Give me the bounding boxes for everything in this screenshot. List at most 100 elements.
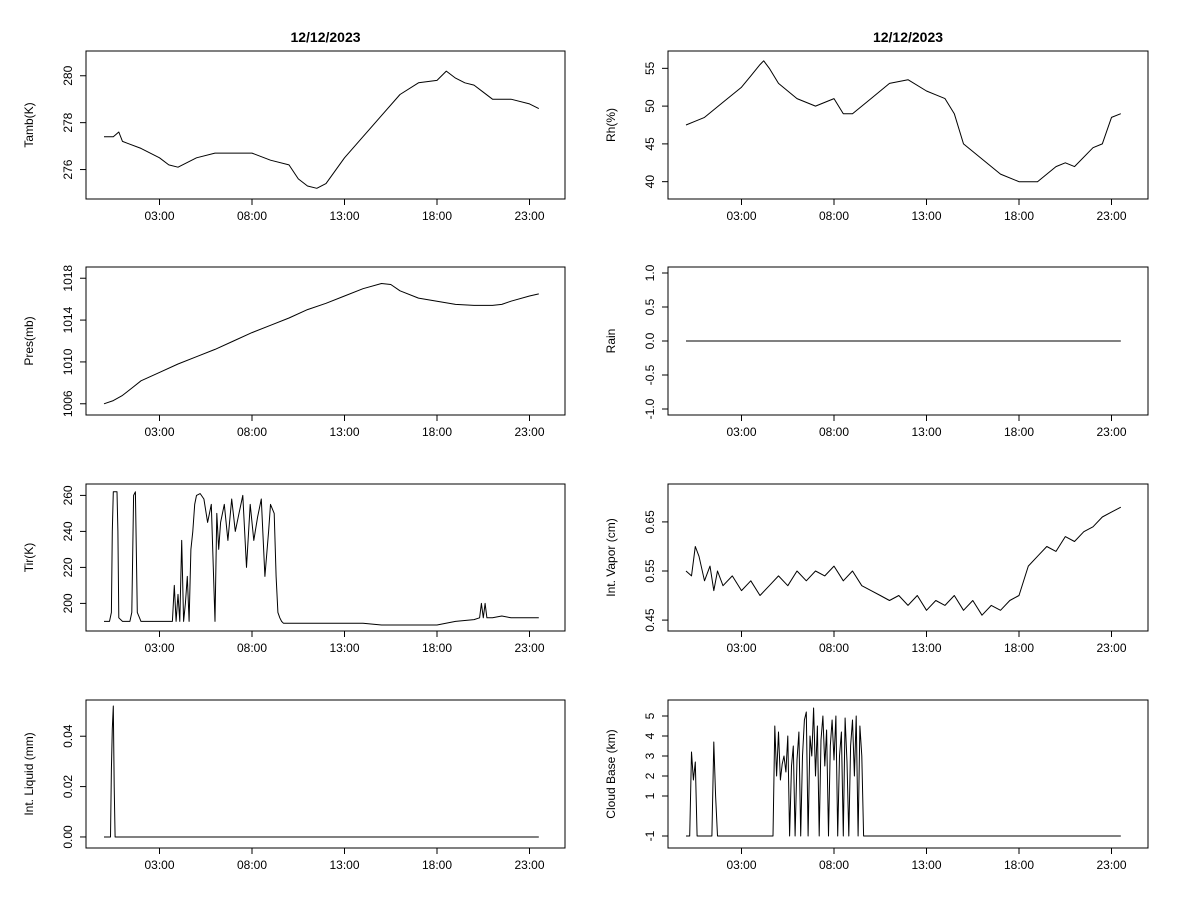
y-tick-label: 3 bbox=[643, 752, 657, 759]
y-tick-label: 40 bbox=[643, 175, 657, 189]
y-tick-label: 0.0 bbox=[643, 332, 657, 349]
panel-2: 12/12/2023 03:00 08:00 13:00 18:00 23:00 40 45 5… bbox=[604, 29, 1149, 223]
chart-title: 12/12/2023 bbox=[290, 29, 360, 45]
y-tick-label: 2 bbox=[643, 772, 657, 779]
plot-frame bbox=[667, 50, 1149, 200]
y-tick-label: 0.04 bbox=[61, 724, 75, 748]
y-tick-label: 220 bbox=[61, 557, 75, 577]
plot-frame bbox=[85, 266, 566, 416]
y-tick-label: 45 bbox=[643, 137, 657, 151]
y-tick-label: 55 bbox=[643, 61, 657, 75]
x-tick-label: 08:00 bbox=[237, 209, 267, 223]
x-tick-label: 08:00 bbox=[819, 641, 849, 655]
panel-3: 03:00 08:00 13:00 18:00 23:00 1006 1010 1014 101… bbox=[22, 265, 566, 439]
panel-1: 12/12/2023 03:00 08:00 13:00 18:00 23:00 276 27… bbox=[22, 29, 566, 223]
y-axis-label: Int. Vapor (cm) bbox=[604, 518, 618, 596]
x-tick-label: 18:00 bbox=[422, 858, 452, 872]
chart-title: 12/12/2023 bbox=[873, 29, 943, 45]
y-tick-label: 278 bbox=[61, 112, 75, 132]
x-tick-label: 03:00 bbox=[726, 209, 756, 223]
x-tick-label: 03:00 bbox=[726, 425, 756, 439]
plot-frame bbox=[667, 699, 1149, 849]
y-tick-label: 276 bbox=[61, 159, 75, 179]
y-tick-label: 1 bbox=[643, 792, 657, 799]
y-tick-label: -0.5 bbox=[643, 364, 657, 385]
y-axis-label: Cloud Base (km) bbox=[604, 729, 618, 818]
x-tick-label: 23:00 bbox=[1096, 641, 1126, 655]
y-tick-label: -1 bbox=[643, 830, 657, 841]
x-tick-label: 08:00 bbox=[819, 209, 849, 223]
y-tick-label: 0.5 bbox=[643, 298, 657, 315]
y-tick-label: 1014 bbox=[61, 306, 75, 333]
x-tick-label: 13:00 bbox=[329, 858, 359, 872]
panel-4: 03:00 08:00 13:00 18:00 23:00 -1.0 -0.5 0.0 0.5 1… bbox=[604, 264, 1149, 439]
y-axis-label: Int. Liquid (mm) bbox=[22, 732, 36, 815]
y-axis-label: Pres(mb) bbox=[22, 316, 36, 365]
y-tick-label: 0.55 bbox=[643, 559, 657, 583]
panel-7: 03:00 08:00 13:00 18:00 23:00 0.00 0.02 0.04 Int… bbox=[22, 699, 566, 872]
x-tick-label: 23:00 bbox=[1096, 209, 1126, 223]
x-tick-label: 13:00 bbox=[911, 209, 941, 223]
x-tick-label: 23:00 bbox=[514, 425, 544, 439]
x-tick-label: 13:00 bbox=[911, 425, 941, 439]
y-axis-label: Rh(%) bbox=[604, 108, 618, 142]
x-tick-label: 18:00 bbox=[1004, 641, 1034, 655]
y-tick-label: 240 bbox=[61, 521, 75, 541]
x-tick-label: 18:00 bbox=[1004, 425, 1034, 439]
panel-6: 03:00 08:00 13:00 18:00 23:00 0.45 0.55 0.65 Int… bbox=[604, 483, 1149, 655]
y-tick-label: 50 bbox=[643, 99, 657, 113]
x-tick-label: 23:00 bbox=[514, 641, 544, 655]
series-line-tamb bbox=[104, 70, 540, 189]
series-line-tir bbox=[104, 491, 539, 626]
x-tick-label: 18:00 bbox=[1004, 209, 1034, 223]
x-tick-label: 03:00 bbox=[144, 209, 174, 223]
x-tick-label: 13:00 bbox=[911, 858, 941, 872]
y-tick-label: 5 bbox=[643, 712, 657, 719]
y-tick-label: 0.00 bbox=[61, 825, 75, 849]
plot-frame bbox=[85, 699, 566, 849]
x-tick-label: 08:00 bbox=[237, 641, 267, 655]
series-line-int-liquid bbox=[104, 705, 539, 838]
x-tick-label: 03:00 bbox=[144, 858, 174, 872]
series-line-rh bbox=[685, 60, 1121, 183]
series-line-int-vapor bbox=[685, 506, 1122, 616]
x-tick-label: 08:00 bbox=[819, 425, 849, 439]
y-tick-label: 200 bbox=[61, 593, 75, 613]
y-tick-label: 0.02 bbox=[61, 775, 75, 799]
y-axis-label: Tamb(K) bbox=[22, 102, 36, 147]
y-tick-label: 280 bbox=[61, 65, 75, 85]
y-tick-label: 1018 bbox=[61, 265, 75, 292]
x-tick-label: 03:00 bbox=[726, 641, 756, 655]
plot-frame bbox=[85, 50, 566, 200]
x-tick-label: 18:00 bbox=[422, 425, 452, 439]
y-tick-label: 0.65 bbox=[643, 510, 657, 534]
x-tick-label: 23:00 bbox=[1096, 425, 1126, 439]
y-tick-label: 1006 bbox=[61, 390, 75, 417]
y-tick-label: 1010 bbox=[61, 348, 75, 375]
x-tick-label: 03:00 bbox=[144, 641, 174, 655]
plot-frame bbox=[667, 483, 1149, 632]
x-tick-label: 23:00 bbox=[1096, 858, 1126, 872]
y-axis-label: Rain bbox=[604, 329, 618, 354]
x-tick-label: 13:00 bbox=[329, 425, 359, 439]
panel-8: 03:00 08:00 13:00 18:00 23:00 -1 1 2 3 4 5 Cloud Ba… bbox=[604, 699, 1149, 872]
x-tick-label: 13:00 bbox=[329, 209, 359, 223]
y-tick-label: 1.0 bbox=[643, 264, 657, 281]
y-tick-label: 4 bbox=[643, 732, 657, 739]
y-axis-label: Tir(K) bbox=[22, 543, 36, 573]
x-tick-label: 18:00 bbox=[422, 641, 452, 655]
x-tick-label: 08:00 bbox=[237, 425, 267, 439]
series-line-pres bbox=[103, 283, 539, 405]
x-tick-label: 13:00 bbox=[329, 641, 359, 655]
y-tick-label: 260 bbox=[61, 485, 75, 505]
panel-5: 03:00 08:00 13:00 18:00 23:00 200 220 240 260 Tir… bbox=[22, 483, 566, 655]
x-tick-label: 18:00 bbox=[1004, 858, 1034, 872]
x-tick-label: 03:00 bbox=[144, 425, 174, 439]
x-tick-label: 23:00 bbox=[514, 858, 544, 872]
x-tick-label: 08:00 bbox=[237, 858, 267, 872]
y-tick-label: -1.0 bbox=[643, 398, 657, 419]
x-tick-label: 08:00 bbox=[819, 858, 849, 872]
series-line-cloud-base bbox=[686, 707, 1121, 837]
y-tick-label: 0.45 bbox=[643, 608, 657, 632]
